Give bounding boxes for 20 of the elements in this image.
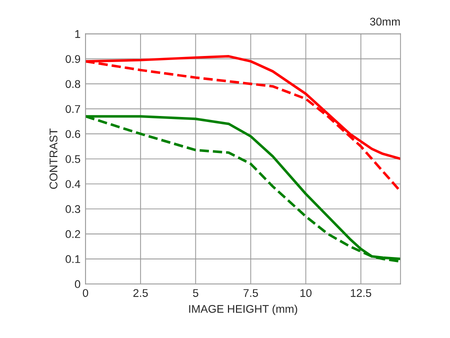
y-tick-label: 0.6 <box>66 130 80 138</box>
x-tick-label: 2.5 <box>133 289 148 297</box>
x-tick-label: 10 <box>300 289 312 297</box>
y-tick-label: 0.4 <box>66 180 80 188</box>
x-tick-label: 7.5 <box>244 289 258 297</box>
y-axis-title: CONTRAST <box>50 128 58 189</box>
y-tick-label: 0.8 <box>66 80 80 88</box>
chart-title: 30mm <box>370 18 400 26</box>
y-tick-label: 0.1 <box>66 255 80 264</box>
y-tick-label: 0.5 <box>66 155 80 163</box>
y-tick-label: 0.7 <box>66 105 80 113</box>
y-tick-label: 0.2 <box>66 230 80 238</box>
y-tick-label: 1 <box>75 30 80 38</box>
x-tick-label: 12.5 <box>350 289 372 297</box>
x-axis-title: IMAGE HEIGHT (mm) <box>189 304 298 316</box>
y-tick-label: 0.9 <box>66 55 80 63</box>
x-tick-label: 0 <box>82 289 88 297</box>
y-tick-label: 0.3 <box>66 205 80 214</box>
y-tick-label: 0 <box>74 280 80 288</box>
x-tick-label: 5 <box>192 289 198 297</box>
